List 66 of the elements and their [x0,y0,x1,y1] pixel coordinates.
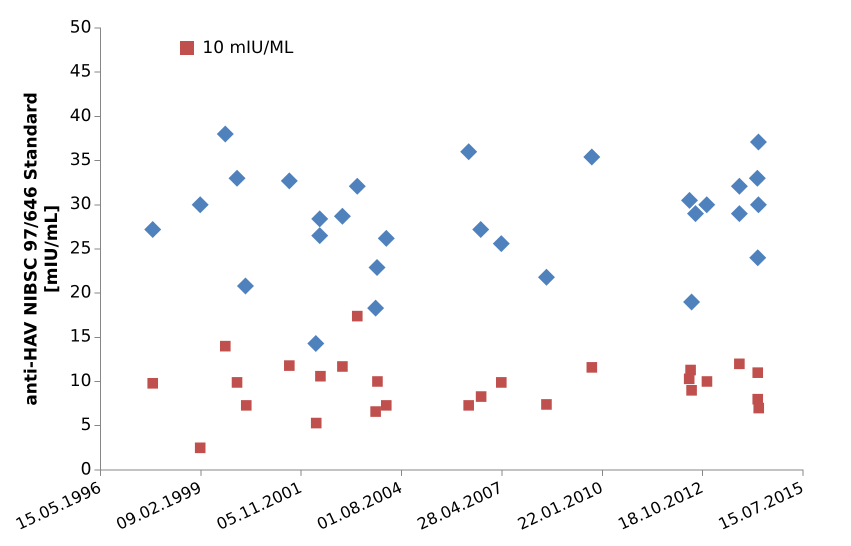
point [463,400,474,411]
y-axis-title: anti-HAV NIBSC 97/646 Standard [mIU/mL] [22,92,62,406]
y-tick-label: 25 [70,238,92,258]
point [683,293,700,310]
point [750,134,767,151]
point [687,205,704,222]
point [734,358,745,370]
point [307,335,324,352]
point [753,402,764,414]
point [541,399,552,410]
point [240,400,252,411]
point [750,196,767,214]
point [348,178,366,195]
point [730,178,748,195]
legend-label: 10 mIU/ML [202,38,294,58]
y-tick-label: 5 [80,415,92,436]
y-tick-label: 40 [70,106,92,126]
point [686,385,697,396]
point [472,221,490,238]
point [220,340,231,352]
point [367,300,384,317]
point [144,221,162,238]
point [370,406,381,417]
point [680,192,698,209]
point [380,400,392,411]
y-tick-label: 35 [70,150,92,170]
point [460,143,478,160]
y-tick-label: 45 [70,62,92,82]
point [352,310,363,322]
point [752,367,764,378]
point [310,418,322,428]
point [748,170,766,187]
y-tick-label: 10 [70,370,92,391]
point [232,377,242,388]
y-tick-label: 0 [80,459,92,480]
point [280,172,298,190]
point [583,148,600,166]
point [337,361,348,372]
point [236,278,254,295]
point [702,376,712,387]
point [476,391,486,402]
point [586,362,598,373]
y-tick-label: 20 [70,282,92,303]
point [378,230,395,247]
point [192,196,209,214]
point [228,170,246,187]
point [496,377,507,388]
point [315,370,326,382]
point [284,360,295,371]
y-tick-label: 15 [70,326,92,347]
point [147,378,158,389]
point [368,259,386,276]
point [749,249,766,266]
point [311,227,328,244]
point [730,205,748,222]
y-tick-label: 50 [70,17,92,38]
point [372,376,383,387]
y-tick-label: 30 [70,194,92,214]
point [334,208,351,225]
point [698,196,716,214]
point [538,268,555,286]
point [311,210,328,228]
point [216,126,234,143]
point [492,235,510,252]
point [194,442,206,454]
point [684,374,694,384]
